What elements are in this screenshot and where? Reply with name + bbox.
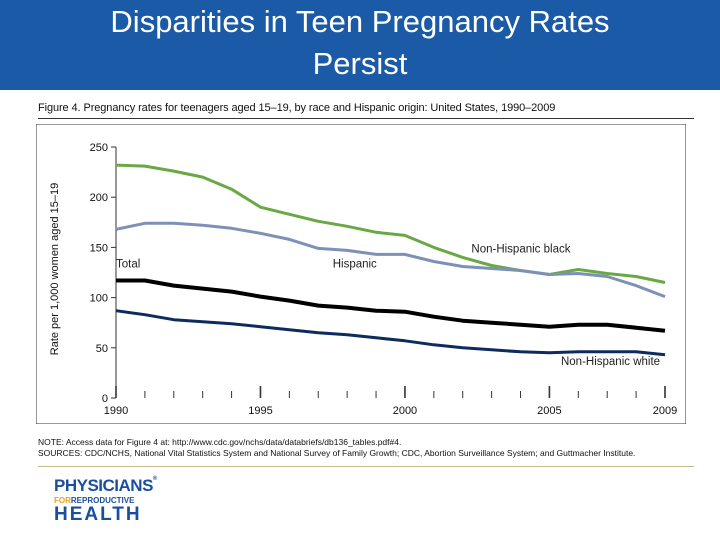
chart-axes: 0 50 100 150 200 250 1990 1995 2000 2005 2009 bbox=[90, 142, 678, 417]
slide-title-line-1: Disparities in Teen Pregnancy Rates bbox=[110, 4, 610, 39]
figure-caption: Figure 4. Pregnancy rates for teenagers … bbox=[38, 102, 556, 114]
x-tick-label: 2009 bbox=[653, 405, 677, 417]
prh-logo: PHYSICIANS® FORREPRODUCTIVE HEALTH bbox=[50, 476, 170, 530]
y-tick-label: 150 bbox=[90, 242, 108, 254]
logo-line-physicians: PHYSICIANS® bbox=[54, 476, 157, 496]
registered-mark-icon: ® bbox=[152, 476, 157, 482]
figure-sources: SOURCES: CDC/NCHS, National Vital Statis… bbox=[38, 448, 636, 458]
y-tick-label: 0 bbox=[102, 393, 108, 405]
chart-series bbox=[115, 163, 666, 357]
series-line-total bbox=[116, 278, 666, 333]
series-label: Hispanic bbox=[333, 258, 377, 270]
y-tick-label: 200 bbox=[90, 192, 108, 204]
series-line-non-hispanic-black bbox=[115, 163, 666, 284]
pregnancy-rate-chart: 0 50 100 150 200 250 1990 1995 2000 2005 2009 Non-… bbox=[36, 124, 686, 424]
x-tick-label: 1990 bbox=[104, 405, 128, 417]
y-tick-label: 250 bbox=[90, 142, 108, 154]
y-tick-label: 50 bbox=[96, 343, 108, 355]
figure-notes: NOTE: Access data for Figure 4 at: http:… bbox=[38, 437, 635, 459]
y-tick-label: 100 bbox=[90, 293, 108, 305]
figure-note: NOTE: Access data for Figure 4 at: http:… bbox=[38, 437, 402, 447]
slide-title-bar: Disparities in Teen Pregnancy Rates Pers… bbox=[0, 0, 720, 90]
logo-line-for-reproductive: FORREPRODUCTIVE bbox=[54, 496, 134, 505]
y-axis-label: Rate per 1,000 women aged 15–19 bbox=[49, 183, 61, 355]
logo-line-health: HEALTH bbox=[54, 504, 142, 525]
series-label: Non-Hispanic white bbox=[561, 356, 660, 368]
x-tick-label: 2005 bbox=[537, 405, 561, 417]
x-tick-label: 1995 bbox=[248, 405, 272, 417]
series-line-hispanic bbox=[115, 221, 666, 299]
logo-physicians-text: PHYSICIANS bbox=[54, 476, 153, 495]
caption-divider bbox=[38, 118, 694, 119]
series-line-non-hispanic-white bbox=[115, 309, 666, 357]
x-tick-label: 2000 bbox=[393, 405, 417, 417]
logo-for-text: FOR bbox=[54, 496, 71, 505]
chart-series-labels: Non-Hispanic black Hispanic Total Non-Hispa… bbox=[116, 243, 660, 367]
logo-reproductive-text: REPRODUCTIVE bbox=[70, 496, 135, 505]
series-label: Total bbox=[116, 258, 140, 270]
series-label: Non-Hispanic black bbox=[471, 243, 570, 255]
slide-title-line-2: Persist bbox=[312, 46, 408, 81]
bottom-divider bbox=[38, 466, 694, 467]
